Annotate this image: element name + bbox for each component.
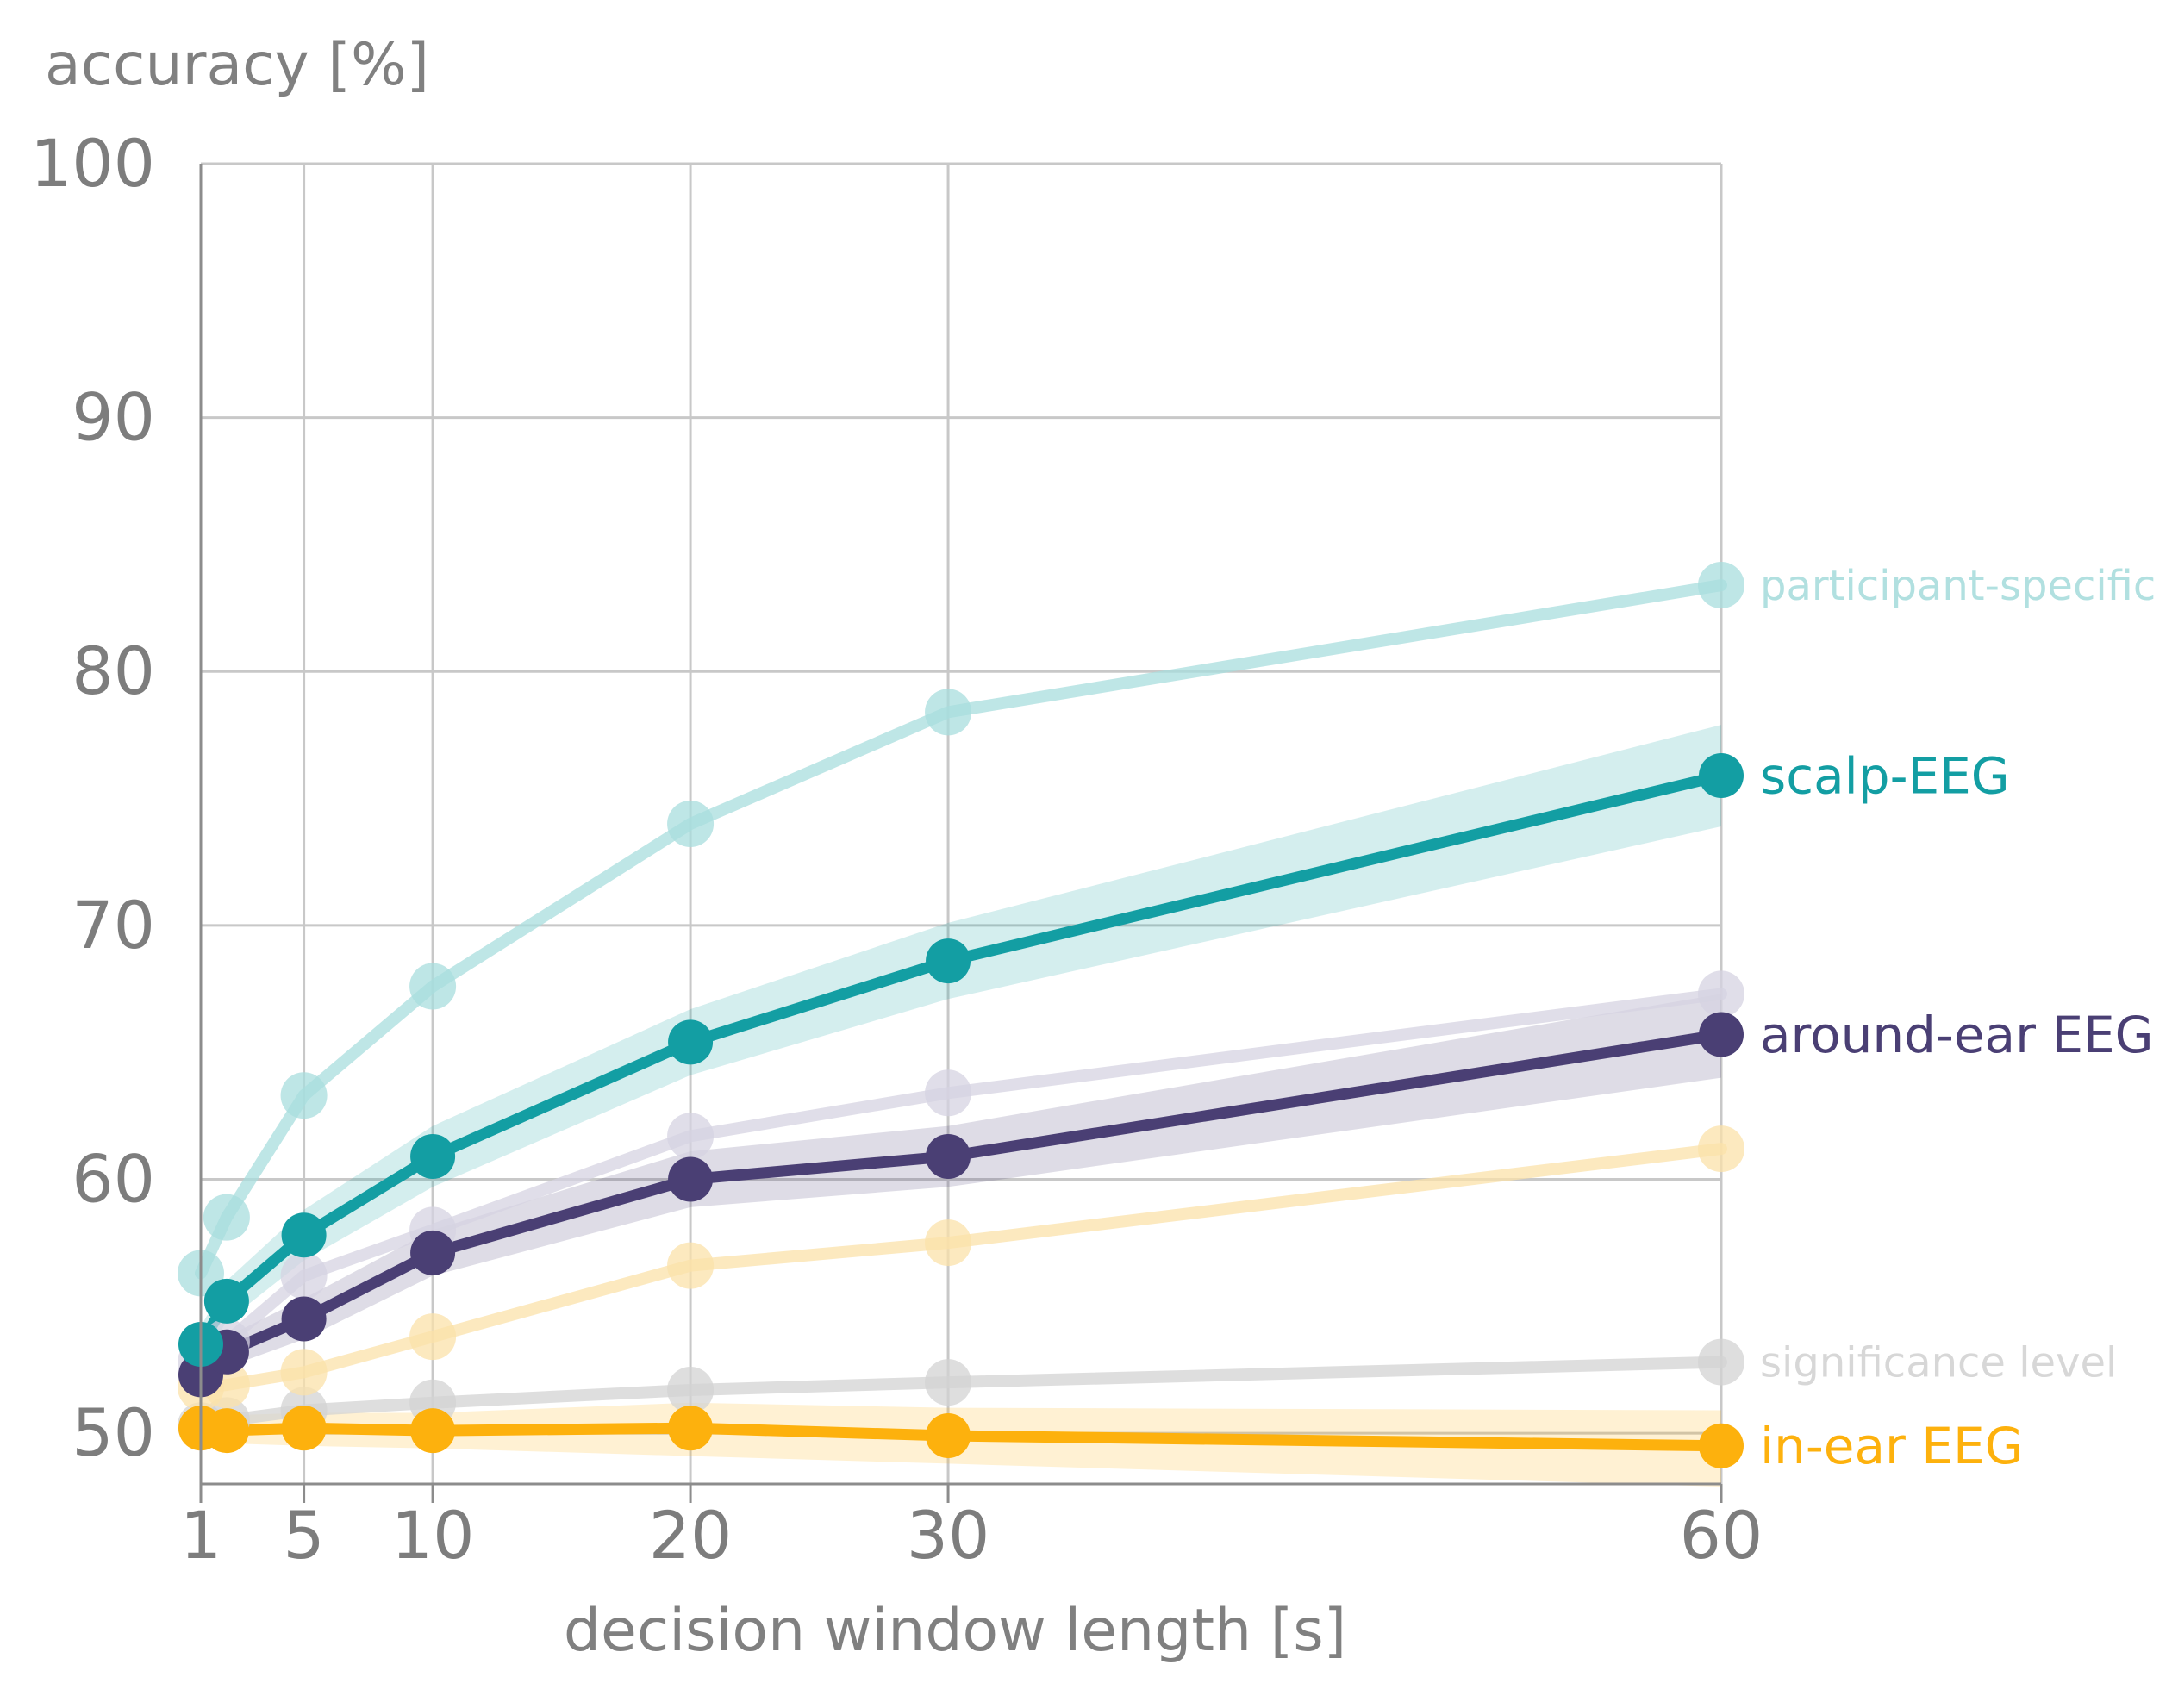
around-ear-eeg-participant-specific-point-5 bbox=[280, 1252, 328, 1300]
y-tick-label-100: 100 bbox=[30, 125, 155, 202]
in-ear-eeg-participant-specific-point-10 bbox=[409, 1313, 457, 1361]
in-ear-eeg-participant-specific-point-20 bbox=[667, 1242, 715, 1289]
in-ear-eeg-point-60 bbox=[1699, 1423, 1744, 1468]
scalp-eeg-label: scalp-EEG bbox=[1760, 746, 2010, 805]
scalp-eeg-point-2 bbox=[203, 1278, 249, 1324]
x-tick-label-20: 20 bbox=[649, 1497, 733, 1574]
around-ear-eeg-point-60 bbox=[1699, 1012, 1744, 1057]
series-labels: significance level participant-specific in… bbox=[1760, 562, 2156, 1475]
axes: 50 60 70 80 90 100 1 5 10 20 30 60 bbox=[30, 125, 1763, 1574]
scalp-eeg-point-20 bbox=[668, 1019, 714, 1065]
scalp-eeg-point-5 bbox=[281, 1212, 327, 1258]
scalp-eeg-participant-specific-point-60 bbox=[1698, 562, 1744, 609]
significance-level-point-20 bbox=[667, 1366, 715, 1413]
data-points bbox=[178, 562, 1744, 1468]
scalp-eeg-participant-specific-point-20 bbox=[667, 801, 715, 847]
y-tick-label-90: 90 bbox=[72, 379, 155, 456]
y-tick-label-80: 80 bbox=[72, 633, 155, 709]
around-ear-eeg-point-20 bbox=[668, 1156, 714, 1202]
in-ear-eeg-point-5 bbox=[281, 1406, 327, 1451]
significance-level-point-60 bbox=[1698, 1338, 1744, 1386]
x-tick-label-10: 10 bbox=[391, 1497, 475, 1574]
x-tick-label-60: 60 bbox=[1680, 1497, 1763, 1574]
y-axis-title: accuracy [%] bbox=[45, 31, 429, 99]
significance-level-point-30 bbox=[925, 1359, 972, 1406]
in-ear-eeg-point-10 bbox=[410, 1408, 456, 1454]
in-ear-eeg-label: in-ear EEG bbox=[1760, 1417, 2024, 1475]
around-ear-eeg-participant-specific-point-20 bbox=[667, 1113, 715, 1160]
scalp-eeg-band bbox=[201, 725, 1721, 1362]
around-ear-eeg-point-10 bbox=[410, 1230, 456, 1275]
scalp-eeg-participant-specific-point-2 bbox=[203, 1194, 250, 1241]
x-tick-label-30: 30 bbox=[907, 1497, 990, 1574]
around-ear-eeg-label: around-ear EEG bbox=[1760, 1006, 2154, 1064]
scalp-eeg-point-30 bbox=[926, 938, 971, 984]
scalp-eeg-participant-specific-point-5 bbox=[280, 1072, 328, 1119]
y-tick-label-70: 70 bbox=[72, 887, 155, 963]
around-ear-eeg-participant-specific-point-60 bbox=[1698, 970, 1744, 1018]
in-ear-eeg-participant-specific-point-60 bbox=[1698, 1125, 1744, 1173]
in-ear-eeg-participant-specific-point-30 bbox=[925, 1219, 972, 1267]
in-ear-eeg-point-20 bbox=[668, 1406, 714, 1451]
in-ear-eeg-point-30 bbox=[926, 1413, 971, 1459]
y-tick-label-50: 50 bbox=[72, 1394, 155, 1471]
scalp-eeg-participant-specific-point-10 bbox=[409, 963, 457, 1010]
scalp-eeg-participant-specific-point-30 bbox=[925, 689, 972, 736]
scalp-eeg-participant-specific-label: participant-specific bbox=[1760, 562, 2156, 610]
scalp-eeg-point-60 bbox=[1699, 753, 1744, 799]
x-tick-label-1: 1 bbox=[180, 1497, 222, 1574]
x-tick-label-5: 5 bbox=[283, 1497, 324, 1574]
y-tick-label-60: 60 bbox=[72, 1140, 155, 1217]
around-ear-eeg-point-5 bbox=[281, 1296, 327, 1342]
in-ear-eeg-point-2 bbox=[203, 1408, 249, 1454]
around-ear-eeg-point-30 bbox=[926, 1133, 971, 1179]
x-axis-title: decision window length [s] bbox=[564, 1597, 1346, 1665]
in-ear-eeg-participant-specific-point-5 bbox=[280, 1349, 328, 1396]
scalp-eeg-point-10 bbox=[410, 1133, 456, 1179]
around-ear-eeg-participant-specific-point-30 bbox=[925, 1069, 972, 1117]
significance-level-label: significance level bbox=[1760, 1338, 2117, 1387]
